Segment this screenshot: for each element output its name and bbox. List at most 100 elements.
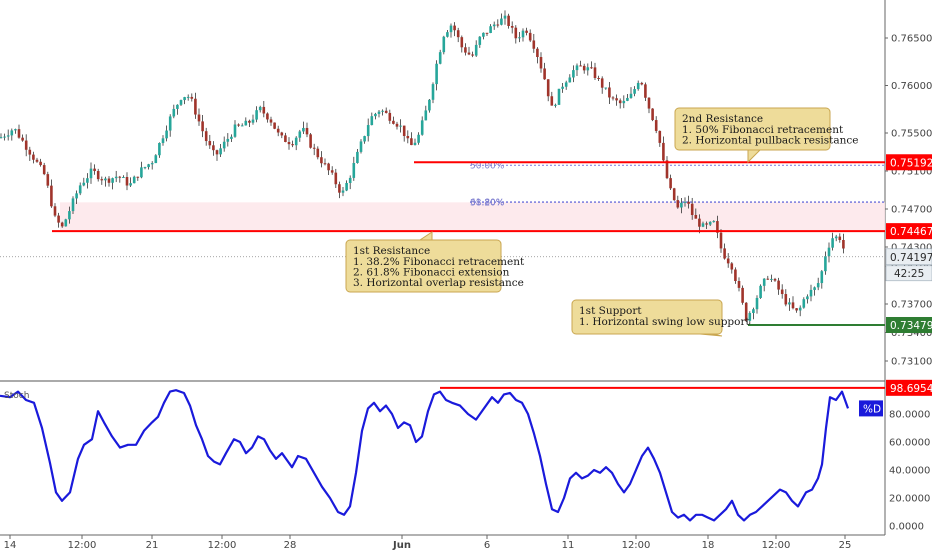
candle: [723, 248, 726, 259]
candle: [35, 159, 39, 162]
candle: [179, 100, 183, 105]
candle: [716, 221, 719, 233]
badge-label: 0.74467: [890, 226, 932, 238]
candle: [388, 112, 392, 121]
candle: [14, 129, 17, 131]
candle: [748, 313, 752, 321]
candle: [528, 32, 532, 41]
candle: [518, 37, 521, 39]
candle: [633, 89, 636, 94]
candle: [309, 134, 312, 148]
candle: [262, 106, 266, 114]
candle: [122, 177, 125, 179]
candle: [798, 307, 802, 311]
candle: [402, 125, 406, 137]
candle: [363, 136, 366, 142]
candle: [428, 99, 431, 111]
candle: [172, 108, 176, 117]
candle: [766, 278, 770, 280]
candle: [482, 32, 485, 37]
candle: [514, 27, 518, 39]
badge-bg: [885, 265, 932, 282]
candle: [176, 104, 179, 109]
candle: [582, 65, 586, 71]
candle: [104, 178, 107, 181]
candle: [467, 52, 471, 55]
badge-label: 0.75192: [890, 157, 932, 169]
x-tick-label: 12:00: [208, 540, 237, 550]
candle: [842, 239, 845, 249]
candle: [683, 201, 687, 203]
candle: [831, 238, 834, 248]
candle: [640, 82, 644, 85]
candle: [474, 44, 478, 56]
y-tick-label: 0.75500: [891, 129, 932, 140]
candle: [233, 124, 237, 137]
candle: [752, 309, 755, 314]
candle: [662, 142, 665, 161]
callout-title: 2nd Resistance: [682, 113, 763, 125]
candle: [3, 136, 6, 138]
price-candles: [0, 10, 845, 325]
candle: [809, 289, 813, 297]
candle: [647, 97, 651, 109]
candle: [626, 97, 629, 101]
candle: [143, 167, 147, 169]
callout-line: 1. 50% Fibonacci retracement: [682, 124, 844, 136]
y-tick-label: 0.74300: [891, 243, 932, 254]
candle: [791, 302, 795, 309]
stoch-level-badge: 98.6954: [886, 379, 932, 396]
candle: [32, 154, 35, 160]
candle: [244, 120, 248, 126]
badge-label: 98.6954: [890, 383, 932, 395]
x-tick-label: 25: [839, 540, 852, 550]
candle: [161, 138, 165, 143]
badge-bg: [885, 248, 932, 266]
candle: [132, 176, 136, 184]
badge-label: 42:25: [894, 268, 924, 280]
badge-bg: [886, 316, 932, 333]
candle: [770, 278, 773, 280]
candle: [802, 299, 806, 308]
candle: [687, 201, 690, 204]
candle: [777, 280, 780, 290]
candle: [248, 120, 251, 123]
candle: [788, 302, 791, 305]
current-price-badge: 0.74197: [885, 248, 932, 266]
candle: [334, 172, 338, 185]
x-tick-label: 21: [146, 540, 159, 550]
candle: [442, 36, 446, 53]
candle: [327, 163, 330, 171]
callout-line: 2. Horizontal pullback resistance: [682, 135, 858, 147]
candle: [478, 36, 482, 45]
candle: [600, 78, 604, 88]
candle: [701, 223, 705, 227]
candle: [39, 161, 42, 166]
candle: [453, 25, 456, 31]
candle: [413, 142, 417, 146]
candle: [316, 148, 320, 158]
candle: [456, 30, 460, 38]
resistance-zone-band: [60, 202, 885, 232]
price-level-badge: 0.75192: [886, 154, 932, 171]
candle: [564, 82, 568, 87]
candle: [485, 32, 489, 34]
candle: [489, 26, 492, 33]
candle: [510, 26, 514, 28]
candle: [557, 88, 561, 105]
candle: [194, 98, 197, 115]
candle: [89, 168, 93, 179]
candle: [572, 70, 575, 78]
candle: [665, 160, 669, 179]
candle: [737, 281, 741, 288]
candle: [395, 123, 399, 127]
candle: [618, 100, 622, 104]
resistance-zone: [60, 202, 885, 232]
callout-title: 1st Support: [579, 305, 642, 317]
candle: [183, 97, 186, 101]
candle: [341, 190, 345, 193]
candle: [230, 136, 233, 139]
